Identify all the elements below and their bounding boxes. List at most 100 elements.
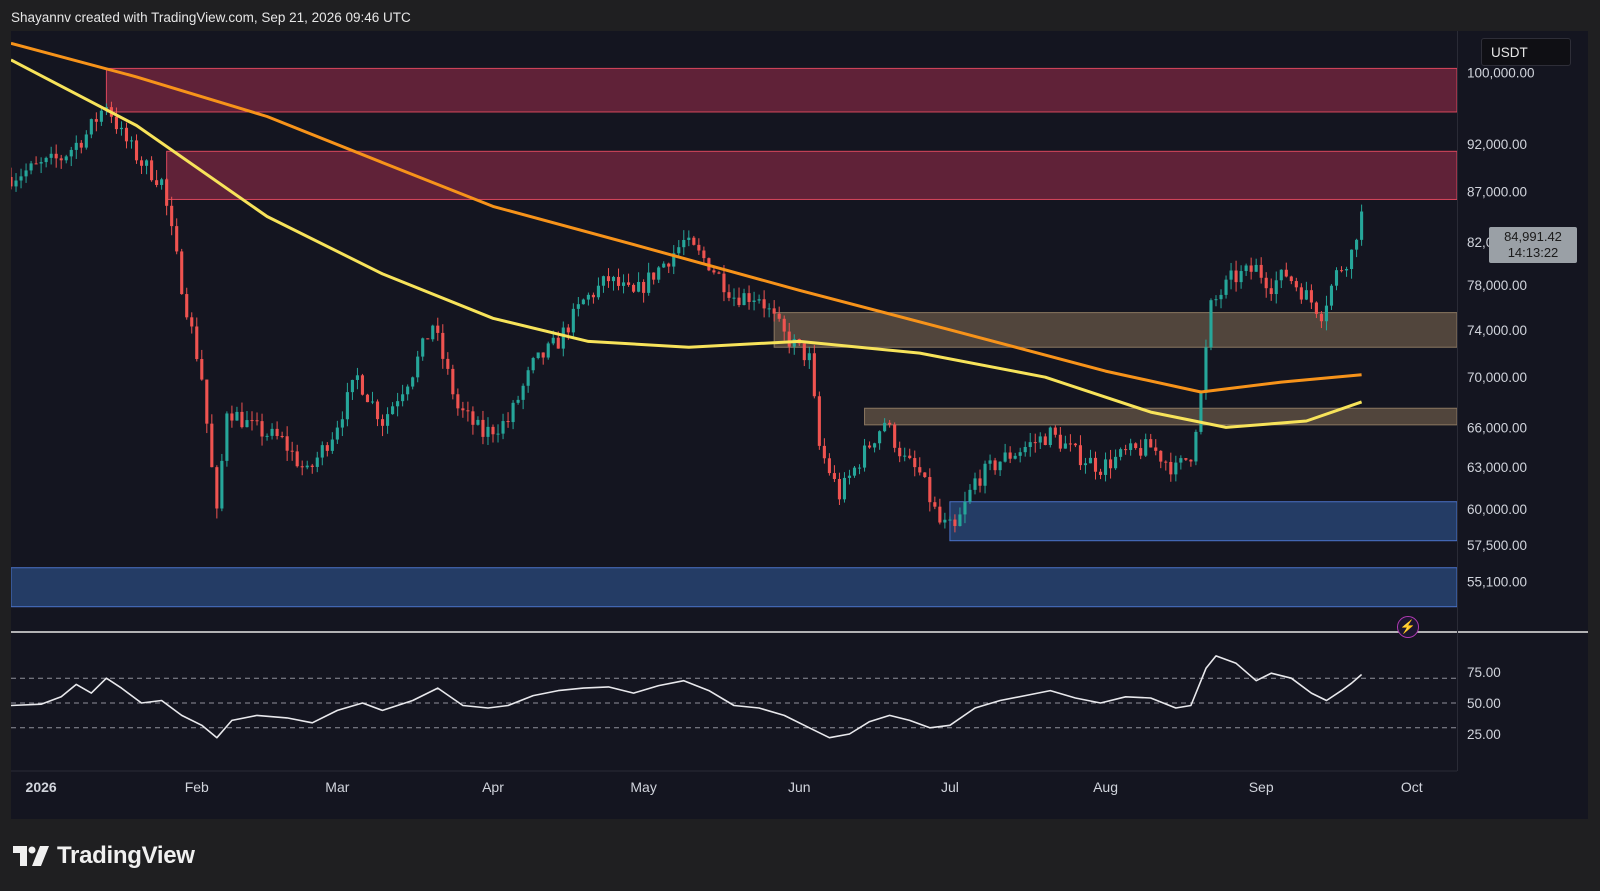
- candle: [49, 146, 53, 165]
- candle: [1008, 446, 1012, 464]
- candle-body: [827, 458, 831, 474]
- candle-body: [446, 358, 450, 369]
- candle-body: [1048, 427, 1052, 446]
- candle-body: [145, 160, 149, 166]
- candle-body: [501, 421, 505, 434]
- candle-body: [481, 419, 485, 437]
- candle: [742, 288, 746, 306]
- candle-body: [1329, 285, 1334, 306]
- candle: [1189, 459, 1193, 467]
- candle-body: [837, 478, 841, 500]
- candle-body: [180, 251, 184, 295]
- candle: [290, 441, 294, 461]
- candle: [1314, 301, 1318, 319]
- candle: [1294, 277, 1298, 292]
- candle: [426, 338, 430, 340]
- candle: [516, 395, 520, 405]
- candle-body: [1360, 211, 1364, 240]
- candle-body: [1038, 436, 1042, 443]
- candle-body: [1324, 305, 1329, 322]
- candle: [632, 283, 636, 293]
- candle-body: [74, 142, 78, 150]
- candle-body: [546, 343, 550, 358]
- time-tick-label: 2026: [26, 779, 57, 795]
- candle-body: [762, 299, 766, 309]
- candle-body: [1219, 294, 1223, 300]
- candle: [190, 312, 194, 334]
- candle-body: [1229, 270, 1233, 280]
- candle-body: [1134, 443, 1138, 449]
- candle: [827, 453, 831, 476]
- candle-body: [978, 478, 982, 486]
- candle: [903, 447, 907, 462]
- candle: [571, 303, 575, 339]
- candle: [938, 498, 942, 525]
- candle: [69, 146, 73, 167]
- candle: [963, 491, 967, 524]
- price-tick-label: 87,000.00: [1467, 185, 1527, 200]
- candle: [541, 352, 545, 365]
- rsi-line: [11, 655, 1363, 739]
- last-price-label: 84,991.42 14:13:22: [1489, 227, 1577, 263]
- candle-body: [185, 294, 189, 318]
- candle: [360, 373, 365, 396]
- candle-body: [722, 273, 726, 293]
- tradingview-logo[interactable]: TradingView: [13, 842, 195, 870]
- candle-body: [1254, 264, 1258, 272]
- candle-body: [938, 506, 942, 523]
- candle-body: [923, 472, 927, 478]
- candle-body: [406, 386, 410, 395]
- candle-body: [632, 284, 636, 292]
- candle-body: [1224, 279, 1228, 295]
- candle-body: [1129, 443, 1133, 451]
- lightning-icon[interactable]: ⚡: [1397, 616, 1419, 638]
- candle-body: [581, 299, 585, 305]
- candle: [1068, 434, 1072, 452]
- candle: [722, 265, 726, 302]
- candle-body: [225, 413, 229, 461]
- candle-body: [1154, 447, 1158, 451]
- candle-body: [350, 379, 354, 393]
- candle: [1229, 262, 1233, 290]
- candle-body: [571, 308, 575, 333]
- candle: [832, 465, 836, 483]
- candle: [1028, 432, 1032, 457]
- currency-selector[interactable]: USDT: [1481, 38, 1571, 66]
- candle: [365, 393, 370, 403]
- candle-body: [1124, 449, 1128, 451]
- candle-body: [812, 353, 816, 397]
- candle: [1033, 433, 1037, 453]
- candle: [295, 444, 299, 468]
- candle-body: [652, 272, 656, 280]
- candle: [44, 156, 48, 168]
- candle: [29, 160, 33, 175]
- candle: [1124, 444, 1128, 455]
- candle-body: [436, 325, 440, 333]
- candle-body: [717, 272, 721, 274]
- candle: [717, 271, 721, 275]
- candle: [1169, 452, 1173, 482]
- chart-panel[interactable]: 100,000.0092,000.0087,000.0082,000.0078,…: [11, 31, 1588, 819]
- candle-body: [526, 370, 530, 386]
- candle-body: [822, 445, 826, 459]
- candle: [54, 144, 58, 168]
- candle-body: [802, 343, 806, 361]
- candle: [275, 421, 279, 440]
- candle: [124, 122, 129, 149]
- price-chart[interactable]: 100,000.0092,000.0087,000.0082,000.0078,…: [11, 31, 1588, 819]
- candle-body: [958, 514, 962, 527]
- candle: [1078, 435, 1082, 471]
- candle-body: [1350, 249, 1354, 270]
- candle-body: [155, 180, 159, 185]
- ma_slow-line: [11, 41, 1362, 394]
- candle-body: [983, 463, 987, 486]
- candle: [1339, 266, 1344, 273]
- candle: [195, 317, 199, 362]
- candle: [220, 453, 224, 512]
- candle: [210, 414, 214, 468]
- candle-body: [375, 401, 380, 420]
- candle: [812, 344, 816, 399]
- candle: [596, 277, 600, 300]
- candle-body: [586, 294, 590, 300]
- candle-body: [521, 385, 525, 400]
